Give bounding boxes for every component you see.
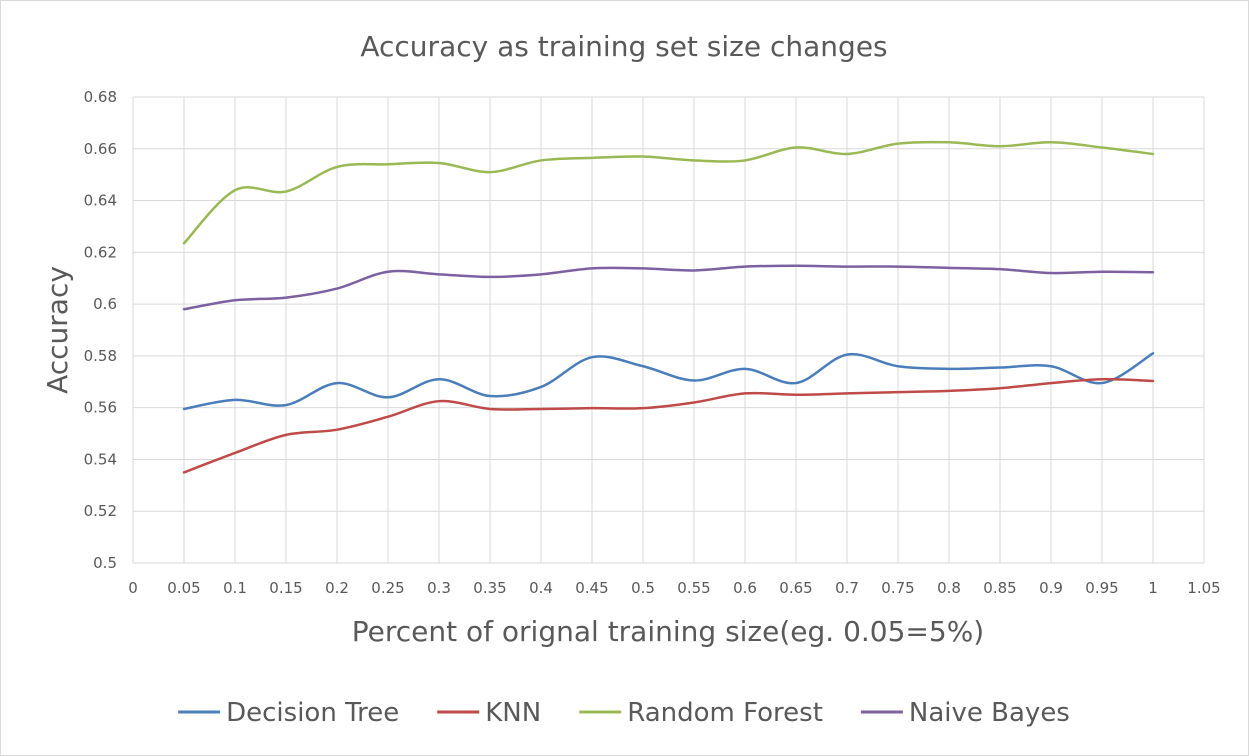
legend-label: KNN [485,698,541,728]
x-tick-label: 0.75 [881,579,914,597]
y-tick-label: 0.6 [93,295,117,313]
x-tick-label: 0.25 [371,579,404,597]
legend-label: Random Forest [627,698,823,728]
x-tick-label: 0.8 [937,579,961,597]
y-tick-label: 0.52 [84,502,117,520]
x-tick-label: 0.6 [733,579,757,597]
series-line-naive-bayes [182,264,1155,311]
series-line-decision-tree [182,352,1155,411]
x-tick-label: 0.95 [1085,579,1118,597]
y-tick-label: 0.62 [84,243,117,261]
x-tick-label: 0.3 [427,579,451,597]
legend: Decision Tree KNN Random Forest Naive Bayes [178,698,1070,728]
x-tick-label: 0.05 [167,579,200,597]
x-tick-label: 0.65 [779,579,812,597]
legend-label: Decision Tree [226,698,399,728]
legend-item-decision-tree: Decision Tree [178,698,399,728]
x-tick-label: 0.4 [529,579,553,597]
x-tick-label: 0.1 [223,579,247,597]
y-tick-label: 0.66 [84,140,117,158]
legend-item-knn: KNN [437,698,541,728]
x-tick-label: 1 [1148,579,1158,597]
series-layer [182,140,1155,474]
y-tick-label: 0.64 [84,192,117,210]
series-line-knn [182,377,1155,474]
y-axis-title: Accuracy [41,266,74,394]
y-tick-label: 0.56 [84,399,117,417]
x-tick-label: 1.05 [1187,579,1220,597]
x-tick-label: 0.45 [575,579,608,597]
series-line-random-forest [182,140,1155,245]
grid-layer [132,96,1205,564]
x-tick-label: 0.55 [677,579,710,597]
y-tick-label: 0.58 [84,347,117,365]
x-tick-label: 0.2 [325,579,349,597]
x-axis-title: Percent of orignal training size(eg. 0.0… [352,615,984,648]
axis-layer: 0 0.05 0.1 0.15 0.2 0.25 0.3 0.35 0.4 0.45 0.5 0.55… [84,88,1221,597]
y-tick-label: 0.68 [84,88,117,106]
x-tick-label: 0.7 [835,579,859,597]
x-tick-label: 0 [128,579,138,597]
y-tick-label: 0.5 [93,554,117,572]
legend-item-random-forest: Random Forest [579,698,823,728]
chart-title: Accuracy as training set size changes [360,30,887,63]
legend-label: Naive Bayes [909,698,1070,728]
y-tick-label: 0.54 [84,450,117,468]
x-tick-label: 0.15 [269,579,302,597]
x-tick-label: 0.5 [631,579,655,597]
x-tick-label: 0.35 [473,579,506,597]
x-tick-label: 0.85 [983,579,1016,597]
legend-item-naive-bayes: Naive Bayes [860,698,1070,728]
x-tick-label: 0.9 [1039,579,1063,597]
